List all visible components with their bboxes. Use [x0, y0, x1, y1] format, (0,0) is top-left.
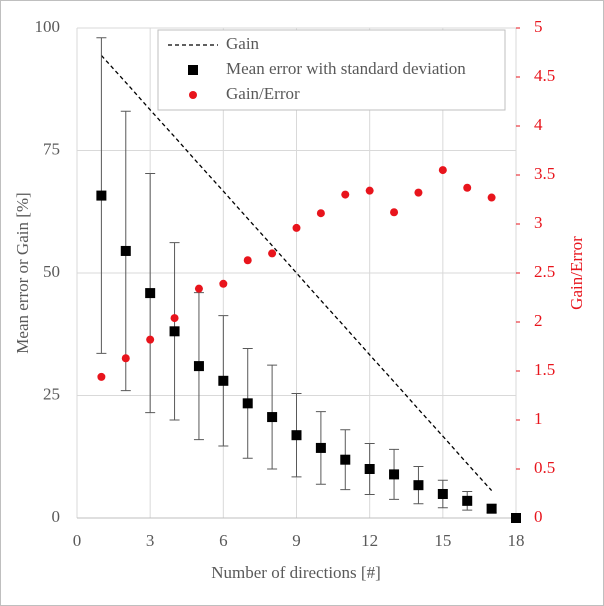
y2-tick-label: 2 [534, 311, 543, 330]
mean-error-marker [169, 326, 180, 337]
gain-error-point [97, 372, 106, 381]
mean-error-marker [389, 469, 400, 480]
x-tick-label: 15 [434, 531, 451, 550]
mean-error-marker [486, 503, 497, 514]
gain-error-point [341, 190, 350, 199]
mean-error-marker [364, 464, 375, 474]
legend-label: Gain/Error [226, 84, 300, 103]
gain-error-point [487, 193, 496, 202]
mean-error-marker [218, 375, 229, 386]
x-tick-label: 18 [508, 531, 525, 550]
mean-error-marker [437, 488, 448, 499]
mean-error-marker [291, 430, 302, 441]
y2-tick-label: 4 [534, 115, 543, 134]
y2-axis-label: Gain/Error [567, 236, 586, 310]
y2-tick-label: 1 [534, 409, 543, 428]
y2-tick-label: 5 [534, 17, 543, 36]
gain-error-point [316, 209, 325, 218]
mean-error-marker [145, 288, 156, 299]
y2-tick-label: 0 [534, 507, 543, 526]
y-tick-label: 0 [52, 507, 61, 526]
mean-error-marker [413, 480, 424, 491]
gain-error-point [170, 314, 179, 323]
gain-error-point [194, 284, 203, 293]
legend-box [157, 29, 506, 111]
y-tick-label: 100 [35, 17, 61, 36]
x-tick-label: 0 [73, 531, 82, 550]
x-axis-label: Number of directions [#] [211, 563, 380, 582]
mean-error-marker [242, 398, 253, 409]
gain-error-point [121, 354, 130, 363]
legend-swatch [188, 65, 198, 75]
x-tick-label: 12 [361, 531, 378, 550]
gain-error-point [365, 186, 374, 195]
y2-tick-label: 0.5 [534, 458, 555, 477]
gain-error-point [146, 335, 155, 344]
mean-error-marker [511, 513, 521, 523]
mean-error-marker [340, 454, 351, 465]
y2-tick-label: 4.5 [534, 66, 555, 85]
y-axis-label: Mean error or Gain [%] [13, 192, 32, 353]
legend: Gain Mean error with standard deviation Ga… [157, 29, 506, 111]
mean-error-marker [462, 495, 473, 506]
gain-error-point [292, 223, 301, 232]
mean-error-marker [267, 412, 278, 423]
gain-error-point [243, 256, 252, 265]
mean-error-marker [120, 245, 131, 256]
gain-error-point [414, 188, 423, 197]
legend-label: Gain [226, 34, 260, 53]
mean-error-marker [193, 361, 204, 372]
legend-label: Mean error with standard deviation [226, 59, 466, 78]
y-tick-label: 50 [43, 262, 60, 281]
y2-tick-label: 3.5 [534, 164, 555, 183]
gain-error-point [219, 279, 228, 288]
y-tick-label: 75 [43, 139, 60, 158]
mean-error-marker [315, 442, 326, 453]
y-tick-label: 25 [43, 384, 60, 403]
y2-tick-label: 2.5 [534, 262, 555, 281]
mean-error-marker [96, 190, 107, 201]
x-tick-label: 3 [146, 531, 155, 550]
y2-tick-label: 1.5 [534, 360, 555, 379]
y2-tick-label: 3 [534, 213, 543, 232]
gain-error-point [438, 166, 447, 175]
gain-error-point [390, 208, 399, 217]
x-tick-label: 9 [292, 531, 301, 550]
gain-error-point [463, 183, 472, 192]
gain-error-point [268, 249, 277, 258]
legend-swatch [189, 91, 197, 99]
x-tick-label: 6 [219, 531, 228, 550]
